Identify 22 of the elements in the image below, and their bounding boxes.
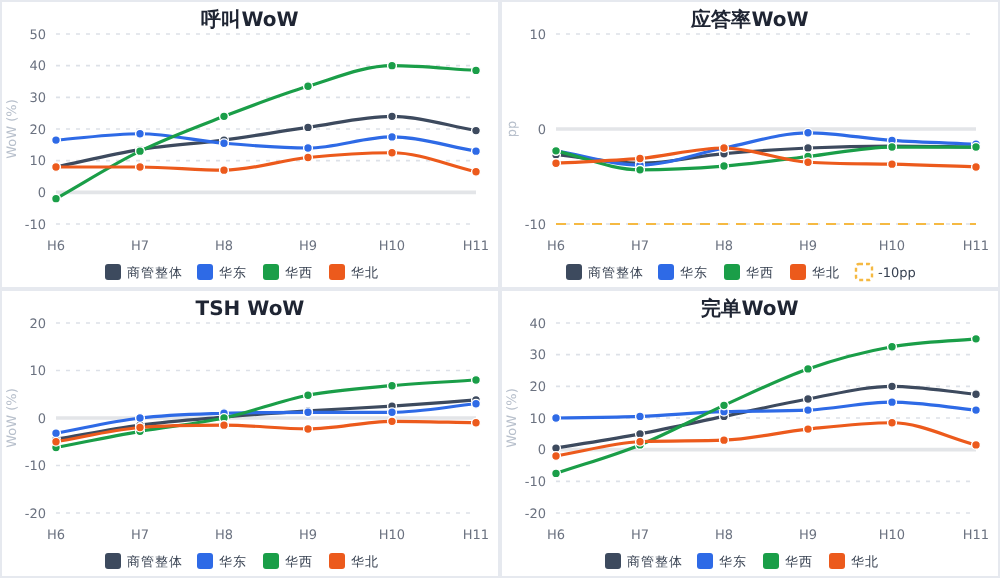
chart-title: 呼叫WoW xyxy=(201,8,299,32)
point xyxy=(134,161,146,173)
point xyxy=(302,152,314,163)
point xyxy=(718,435,730,446)
chart-title: 完单WoW xyxy=(701,297,799,321)
point xyxy=(134,412,146,424)
chart-title: TSH WoW xyxy=(195,299,305,321)
point xyxy=(218,420,230,431)
point xyxy=(386,407,398,418)
point xyxy=(218,165,230,176)
point xyxy=(718,400,730,411)
point xyxy=(302,390,314,401)
chart-title: 应答率WoW xyxy=(689,8,809,32)
point xyxy=(134,128,146,139)
point xyxy=(302,81,314,92)
point xyxy=(886,159,898,170)
point xyxy=(802,393,814,405)
point xyxy=(634,153,646,164)
point xyxy=(886,397,898,408)
point xyxy=(802,127,814,138)
point xyxy=(886,417,898,428)
point xyxy=(802,157,814,168)
